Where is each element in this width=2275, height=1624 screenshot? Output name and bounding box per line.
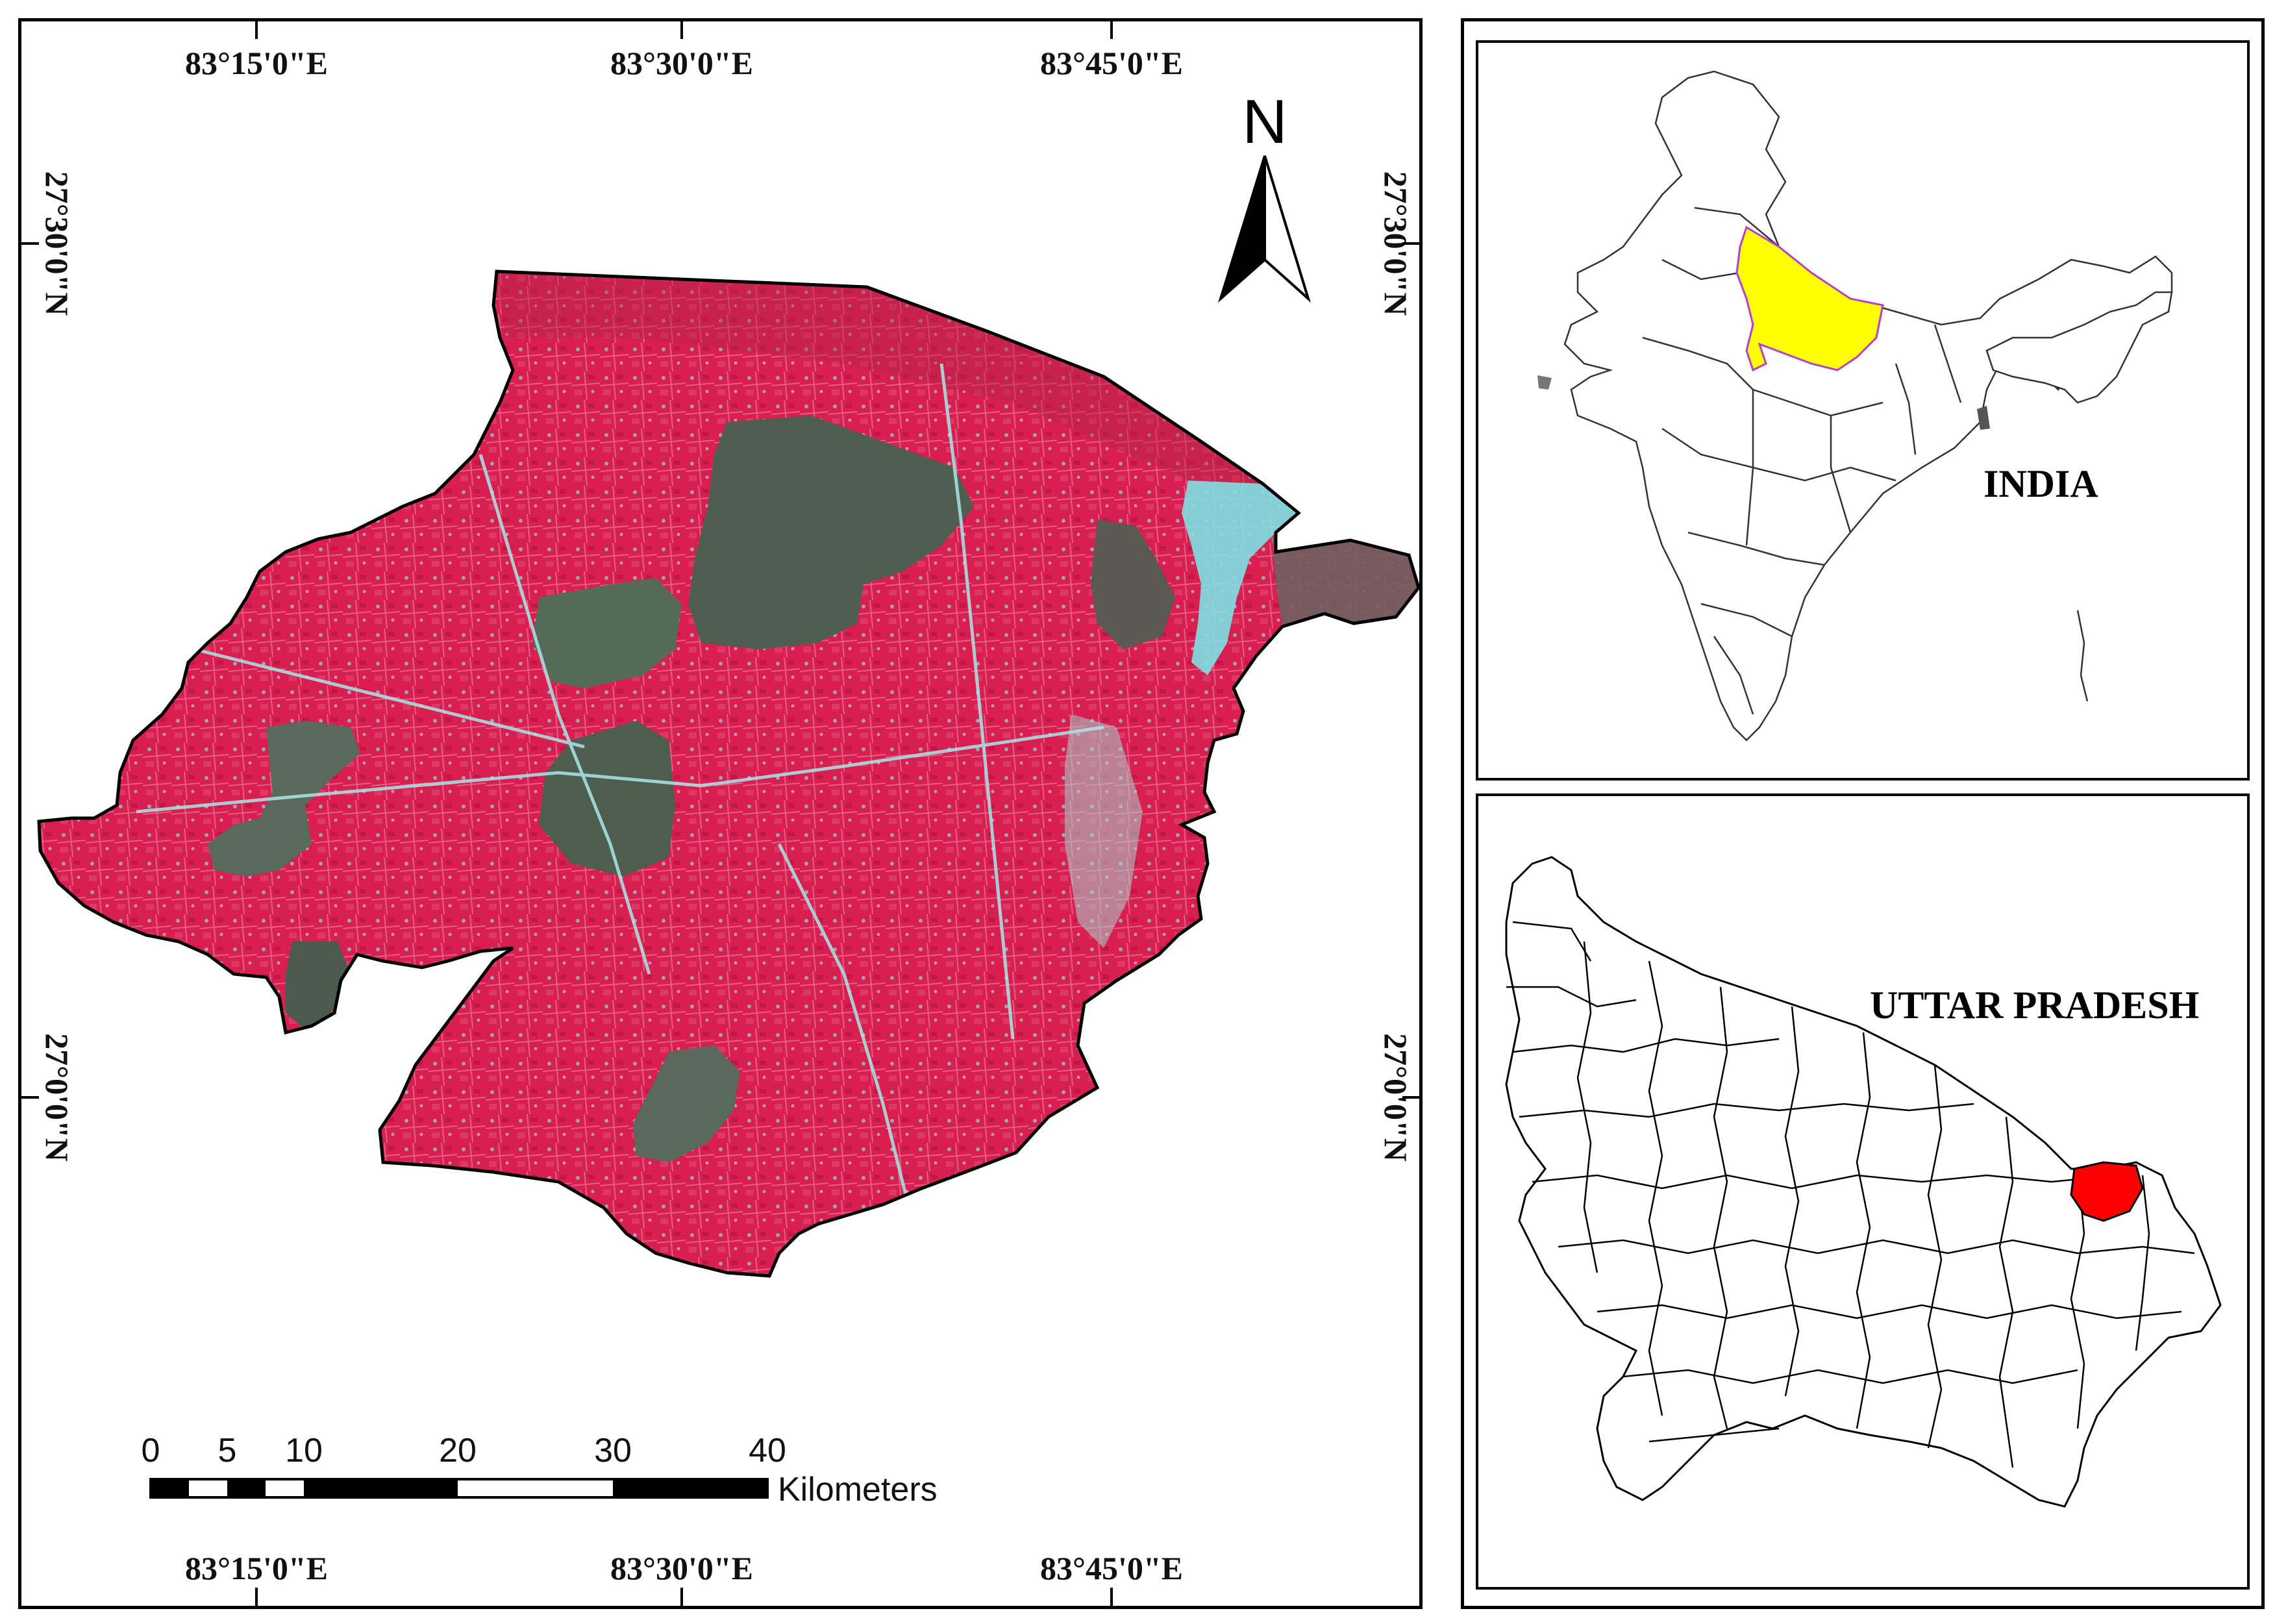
up-inset-panel [1476,793,2250,1590]
scale-tick-30: 30 [594,1432,632,1469]
scale-unit-label: Kilometers [778,1471,938,1508]
scale-tick-10: 10 [285,1432,323,1469]
north-arrow-label: N [1242,87,1287,156]
uttar-pradesh-label: UTTAR PRADESH [1870,984,2200,1027]
scale-tick-0: 0 [141,1432,160,1469]
longitude-label-bottom-2: 83°30'0"E [610,1550,753,1586]
scale-tick-40: 40 [749,1432,786,1469]
longitude-label-top-2: 83°30'0"E [610,45,753,81]
scale-tick-5: 5 [218,1432,237,1469]
longitude-label-top-1: 83°15'0"E [185,45,328,81]
india-label: INDIA [1983,462,2098,505]
longitude-label-bottom-1: 83°15'0"E [185,1550,328,1586]
longitude-label-top-3: 83°45'0"E [1040,45,1183,81]
india-inset-panel [1476,40,2250,781]
longitude-label-bottom-3: 83°45'0"E [1040,1550,1183,1586]
scale-tick-20: 20 [439,1432,477,1469]
